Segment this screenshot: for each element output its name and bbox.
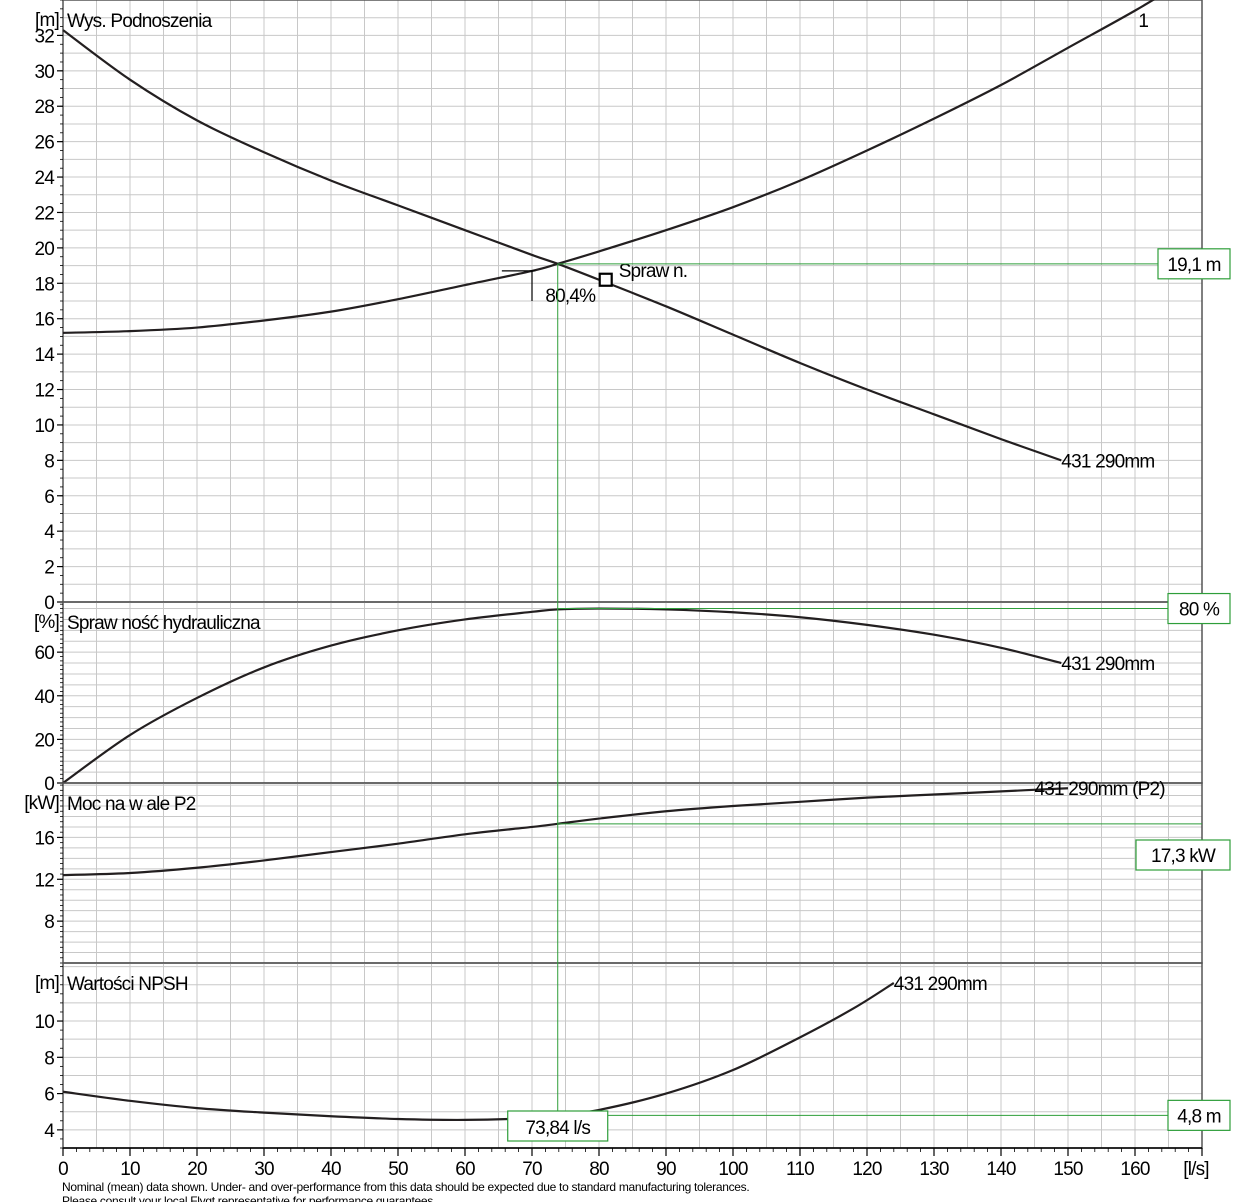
y-tick-label: 8: [44, 912, 54, 933]
duty-head-box: [1157, 248, 1231, 280]
x-unit-label: [l/s]: [1183, 1159, 1209, 1180]
panel-title: Wartości NPSH: [67, 974, 188, 995]
npsh-curve-label: 431 290mm: [894, 974, 987, 995]
y-unit-label: [m]: [35, 10, 59, 31]
system-curve-label: 1: [1138, 11, 1148, 32]
x-tick-label: 70: [522, 1159, 542, 1180]
y-tick-label: 4: [44, 1121, 55, 1142]
panel-title: Spraw ność hydrauliczna: [67, 613, 261, 634]
x-axis: 0 10 20 30 40 50 60 70 80 90 100 110 120 130 140 150 160…: [58, 1147, 1210, 1180]
x-tick-label: 130: [919, 1159, 949, 1180]
x-tick-label: 140: [986, 1159, 1016, 1180]
duty-head-value: 19,1 m: [1167, 255, 1220, 276]
y-tick-label: 6: [44, 1085, 54, 1106]
y-tick-label: 10: [34, 416, 54, 437]
y-tick-label: 22: [34, 203, 54, 224]
y-tick-label: 20: [34, 239, 54, 260]
y-tick-label: 24: [34, 168, 55, 189]
y-tick-label: 0: [44, 593, 54, 614]
x-tick-label: 80: [589, 1159, 609, 1180]
duty-npsh-value: 4,8 m: [1177, 1106, 1221, 1127]
head-curve-label: 431 290mm: [1061, 451, 1154, 472]
y-tick-label: 18: [34, 274, 54, 295]
x-tick-label: 100: [718, 1159, 748, 1180]
x-tick-label: 10: [120, 1159, 140, 1180]
y-tick-label: 30: [34, 62, 54, 83]
y-tick-label: 16: [34, 310, 54, 331]
y-tick-label: 28: [34, 97, 54, 118]
panel-2: 0 20 40 60 [%] Spraw ność hydrauliczna: [34, 601, 1203, 795]
duty-flow-box: [507, 1110, 609, 1142]
panel-3: 8 12 16 [kW] Moc na w ale P2: [24, 782, 1203, 964]
y-unit-label: [m]: [35, 973, 59, 994]
duty-power-box: [1135, 839, 1231, 871]
y-tick-label: 32: [34, 26, 54, 47]
x-tick-label: 90: [656, 1159, 676, 1180]
panel-4: 4 6 8 10 [m] Wartości NPSH: [34, 962, 1203, 1149]
x-tick-label: 20: [187, 1159, 207, 1180]
efficiency-marker-label: Spraw n.: [619, 261, 688, 282]
power-curve-label: 431 290mm (P2): [1035, 779, 1166, 800]
y-tick-label: 60: [34, 643, 54, 664]
curve-431-290mm: [62, 982, 895, 1122]
x-tick-label: 30: [254, 1159, 274, 1180]
panel-title: Wys. Podnoszenia: [67, 11, 213, 32]
y-tick-label: 4: [44, 522, 55, 543]
curve-1: [62, 0, 1156, 334]
duty-efficiency-value: 80 %: [1179, 600, 1220, 621]
y-tick-label: 12: [34, 870, 54, 891]
best-efficiency-label: 80,4%: [545, 286, 596, 307]
panel-title: Moc na w ale P2: [67, 794, 196, 815]
efficiency-marker: [598, 272, 613, 287]
x-tick-label: 40: [321, 1159, 341, 1180]
x-tick-label: 0: [58, 1159, 68, 1180]
curve-431-290mm: [62, 29, 1062, 462]
duty-efficiency-box: [1167, 592, 1231, 625]
x-tick-label: 120: [852, 1159, 882, 1180]
footer-note-line2: Please consult your local Flygt represen…: [62, 1194, 437, 1202]
x-tick-label: 160: [1120, 1159, 1150, 1180]
duty-flow-value: 73,84 l/s: [525, 1118, 590, 1139]
y-unit-label: [kW]: [24, 793, 59, 814]
y-tick-label: 14: [34, 345, 55, 366]
x-tick-label: 150: [1053, 1159, 1083, 1180]
y-unit-label: [%]: [34, 612, 59, 633]
footer-notes: Nominal (mean) data shown. Under- and ov…: [62, 1180, 1212, 1202]
y-tick-label: 2: [44, 558, 54, 579]
y-tick-label: 40: [34, 687, 54, 708]
y-tick-label: 8: [44, 451, 54, 472]
y-tick-label: 8: [44, 1048, 54, 1069]
y-tick-label: 26: [34, 133, 54, 154]
efficiency-curve-label: 431 290mm: [1061, 654, 1154, 675]
x-tick-label: 110: [786, 1159, 814, 1180]
y-tick-label: 0: [44, 774, 54, 795]
duty-npsh-box: [1167, 1099, 1231, 1131]
footer-note-line1: Nominal (mean) data shown. Under- and ov…: [62, 1180, 750, 1194]
x-tick-label: 60: [455, 1159, 475, 1180]
y-tick-label: 6: [44, 487, 54, 508]
y-tick-label: 12: [34, 381, 54, 402]
duty-power-value: 17,3 kW: [1151, 846, 1216, 867]
y-tick-label: 16: [34, 828, 54, 849]
x-tick-label: 50: [388, 1159, 408, 1180]
y-tick-label: 20: [34, 730, 54, 751]
y-tick-label: 10: [34, 1012, 54, 1033]
